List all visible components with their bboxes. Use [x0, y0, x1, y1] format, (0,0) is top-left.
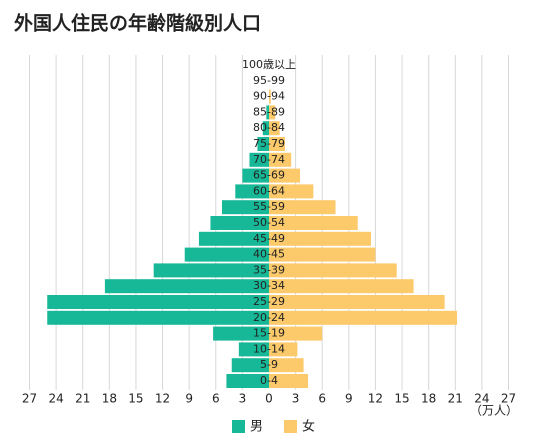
age-label: 85-89 [253, 105, 285, 118]
x-tick-label: 18 [421, 392, 436, 406]
x-tick-label: 21 [448, 392, 463, 406]
age-label: 15-19 [253, 327, 285, 340]
x-tick-label: 6 [318, 392, 326, 406]
bar [238, 342, 269, 357]
bar [269, 310, 458, 325]
bar [269, 121, 280, 136]
bar [221, 200, 269, 215]
age-label: 0-4 [260, 374, 278, 387]
bar [198, 231, 269, 246]
chart-title: 外国人住民の年齢階級別人口 [14, 12, 261, 35]
x-tick-label: 9 [185, 392, 193, 406]
age-label: 65-69 [253, 169, 285, 182]
age-label: 55-59 [253, 200, 285, 213]
age-label: 20-24 [253, 311, 285, 324]
x-tick-label: 24 [48, 392, 63, 406]
x-tick-label: 12 [155, 392, 170, 406]
age-label: 5-9 [260, 358, 278, 371]
x-axis-label: （万人） [470, 404, 518, 418]
bar [210, 216, 269, 230]
age-label: 95-99 [253, 74, 285, 87]
bar [242, 168, 269, 183]
legend-swatch [232, 420, 245, 433]
bar [153, 263, 269, 278]
bar [184, 247, 269, 262]
x-tick-label: 27 [501, 392, 516, 406]
legend-swatch [284, 420, 297, 433]
age-label: 60-64 [253, 184, 285, 197]
bar [47, 310, 270, 325]
bar [269, 184, 314, 199]
bar [269, 295, 445, 309]
bar [249, 152, 269, 167]
bar [226, 374, 269, 388]
age-label: 80-84 [253, 121, 285, 134]
bar [269, 374, 309, 388]
bar [231, 358, 269, 373]
bar [269, 89, 271, 104]
bar [266, 105, 269, 120]
age-label: 45-49 [253, 232, 285, 245]
age-label: 25-29 [253, 295, 285, 308]
bar [104, 279, 269, 294]
x-tick-label: 9 [345, 392, 353, 406]
bar [47, 295, 270, 309]
age-label: 90-94 [253, 90, 285, 103]
bar [257, 137, 269, 151]
legend-label: 女 [302, 419, 315, 435]
x-tick-label: 27 [22, 392, 37, 406]
x-tick-label: 15 [128, 392, 143, 406]
bar [269, 200, 336, 215]
x-tick-label: 24 [474, 392, 489, 406]
legend-label: 男 [250, 420, 263, 435]
bar [269, 152, 292, 167]
age-label: 40-45 [253, 248, 285, 261]
x-tick-label: 21 [75, 392, 90, 406]
x-tick-label: 15 [394, 392, 409, 406]
bar [213, 326, 269, 341]
age-label: 10-14 [253, 342, 285, 355]
age-label: 30-34 [253, 279, 285, 292]
x-tick-label: 12 [368, 392, 383, 406]
bar [269, 168, 301, 183]
age-label: 35-39 [253, 263, 285, 276]
x-tick-label: 0 [265, 392, 273, 406]
bar [262, 121, 269, 136]
bar [269, 105, 276, 120]
x-tick-label: 3 [239, 392, 247, 406]
bar [269, 247, 376, 262]
bar [269, 358, 304, 373]
x-tick-label: 3 [292, 392, 300, 406]
bar [269, 326, 323, 341]
bar [235, 184, 269, 199]
bar [269, 342, 298, 357]
bar [269, 216, 358, 230]
x-tick-label: 6 [212, 392, 220, 406]
age-label: 75-79 [253, 137, 285, 150]
bar [269, 263, 397, 278]
age-label: 70-74 [253, 153, 285, 166]
bar [269, 279, 414, 294]
x-tick-label: 18 [102, 392, 117, 406]
age-label: 50-54 [253, 216, 285, 229]
age-label: 100歳以上 [242, 58, 296, 71]
bar [269, 231, 372, 246]
bar [269, 137, 285, 151]
